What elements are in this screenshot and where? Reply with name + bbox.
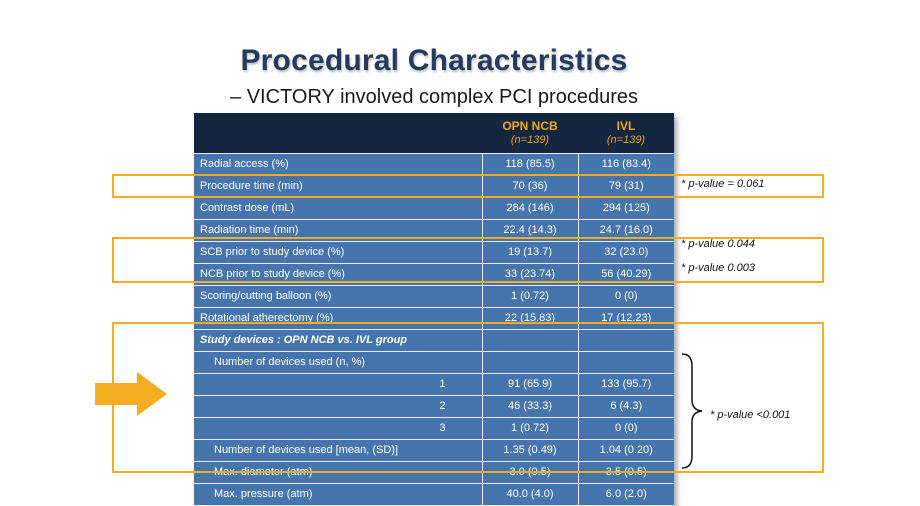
row-value-ivl: 1.04 (0.20) — [577, 439, 674, 462]
devices-empty-ivl — [577, 351, 674, 374]
header-opn-ncb-n: (n=139) — [510, 134, 550, 146]
row-value-ivl: 294 (125) — [577, 197, 674, 220]
header-opn-ncb: OPN NCB (n=139) — [482, 113, 578, 154]
row-label: Radiation time (min) — [194, 219, 482, 242]
table-row: Max. pressure (atm) 40.0 (4.0) 6.0 (2.0) — [194, 483, 674, 506]
row-value-opn: 118 (85.5) — [481, 153, 578, 176]
row-value-opn: 1 (0.72) — [481, 417, 578, 440]
section-row: Study devices : OPN NCB vs. IVL group — [194, 329, 674, 352]
curly-brace-icon — [681, 353, 703, 469]
table-row: 3 1 (0.72) 0 (0) — [194, 417, 674, 440]
right-arrow-icon — [95, 372, 167, 416]
device-count-label: 3 — [194, 417, 482, 440]
header-ivl-label: IVL — [616, 119, 636, 133]
device-count-label: 1 — [194, 373, 482, 396]
table-row: Rotational atherectomy (%) 22 (15.83) 17… — [194, 307, 674, 330]
row-value-opn: 33 (23.74) — [481, 263, 578, 286]
row-value-opn: 22 (15.83) — [481, 307, 578, 330]
row-value-ivl: 6.0 (2.0) — [577, 483, 674, 506]
row-label: Contrast dose (mL) — [194, 197, 482, 220]
header-ivl-n: (n=139) — [606, 134, 646, 146]
row-value-opn: 19 (13.7) — [481, 241, 578, 264]
header-ivl: IVL (n=139) — [578, 113, 674, 154]
highlight-box-prior-devices — [112, 237, 824, 283]
table-row: Procedure time (min) 70 (36) 79 (31) — [194, 175, 674, 198]
header-opn-ncb-label: OPN NCB — [502, 119, 558, 133]
devices-header-row: Number of devices used (n, %) — [194, 351, 674, 374]
device-count-label: 2 — [194, 395, 482, 418]
table-row: Scoring/cutting balloon (%) 1 (0.72) 0 (… — [194, 285, 674, 308]
row-label: Scoring/cutting balloon (%) — [194, 285, 482, 308]
row-value-opn: 40.0 (4.0) — [481, 483, 578, 506]
table-header-row: OPN NCB (n=139) IVL (n=139) — [194, 113, 674, 154]
row-value-opn: 284 (146) — [481, 197, 578, 220]
pvalue-scb: * p-value 0.044 — [681, 238, 755, 250]
row-value-opn: 22.4 (14.3) — [481, 219, 578, 242]
row-value-opn: 1 (0.72) — [481, 285, 578, 308]
row-value-opn: 1.35 (0.49) — [481, 439, 578, 462]
row-value-ivl: 79 (31) — [577, 175, 674, 198]
row-label: Procedure time (min) — [194, 175, 482, 198]
pvalue-procedure-time: * p-value = 0.061 — [681, 178, 765, 190]
row-value-ivl: 133 (95.7) — [577, 373, 674, 396]
highlight-box-procedure-time — [112, 174, 824, 198]
section-empty-ivl — [577, 329, 674, 352]
row-value-ivl: 17 (12.23) — [577, 307, 674, 330]
row-label: SCB prior to study device (%) — [194, 241, 482, 264]
section-empty-opn — [481, 329, 578, 352]
table-row: NCB prior to study device (%) 33 (23.74)… — [194, 263, 674, 286]
row-value-ivl: 0 (0) — [577, 417, 674, 440]
row-value-opn: 91 (65.9) — [481, 373, 578, 396]
row-label: NCB prior to study device (%) — [194, 263, 482, 286]
table-row: Number of devices used [mean, (SD)] 1.35… — [194, 439, 674, 462]
row-value-opn: 46 (33.3) — [481, 395, 578, 418]
row-label: Rotational atherectomy (%) — [194, 307, 482, 330]
section-label: Study devices : OPN NCB vs. IVL group — [194, 329, 482, 352]
row-value-ivl: 24.7 (16.0) — [577, 219, 674, 242]
row-label: Max. pressure (atm) — [194, 483, 482, 506]
row-value-ivl: 116 (83.4) — [577, 153, 674, 176]
row-label: Number of devices used [mean, (SD)] — [194, 439, 482, 462]
slide-subtitle: – VICTORY involved complex PCI procedure… — [230, 86, 638, 108]
row-value-ivl: 56 (40.29) — [577, 263, 674, 286]
row-value-ivl: 0 (0) — [577, 285, 674, 308]
table-row: Radiation time (min) 22.4 (14.3) 24.7 (1… — [194, 219, 674, 242]
table-row: Radial access (%) 118 (85.5) 116 (83.4) — [194, 153, 674, 176]
highlight-box-study-devices — [112, 322, 824, 473]
slide-title: Procedural Characteristics — [240, 44, 628, 77]
devices-label: Number of devices used (n, %) — [194, 351, 482, 374]
header-empty-cell — [194, 113, 482, 154]
devices-empty-opn — [481, 351, 578, 374]
row-value-ivl: 6 (4.3) — [577, 395, 674, 418]
table-row: Contrast dose (mL) 284 (146) 294 (125) — [194, 197, 674, 220]
table-row: 2 46 (33.3) 6 (4.3) — [194, 395, 674, 418]
pvalue-devices: * p-value <0.001 — [710, 409, 791, 421]
table-row: 1 91 (65.9) 133 (95.7) — [194, 373, 674, 396]
table-row: SCB prior to study device (%) 19 (13.7) … — [194, 241, 674, 264]
row-label: Radial access (%) — [194, 153, 482, 176]
pvalue-ncb: * p-value 0.003 — [681, 262, 755, 274]
row-value-ivl: 32 (23.0) — [577, 241, 674, 264]
